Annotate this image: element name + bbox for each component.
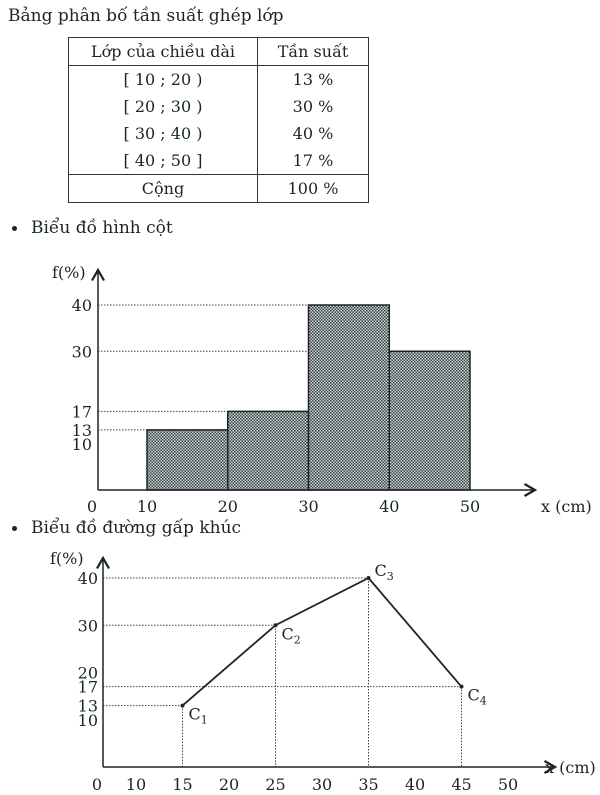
table-row: [ 10 ; 20 ) 13 % [68,65,369,93]
point-label: C3 [375,561,394,583]
point-label: C2 [282,624,301,646]
table-total-row: Cộng 100 % [68,174,369,203]
histogram-bar [146,429,229,491]
y-axis-label: f(%) [52,263,86,282]
polygon-line [181,576,463,707]
y-axis-label: f(%) [50,549,84,568]
x-tick-label: 40 [405,775,425,794]
x-tick-label: 20 [219,775,239,794]
point-label: C1 [189,705,208,727]
y-tick-label: 30 [78,616,98,635]
x-tick-label: 10 [137,497,157,516]
y-tick-label: 17 [72,402,92,421]
point-label-subscript: 2 [294,633,301,646]
table-row: [ 40 ; 50 ] 17 % [68,147,369,175]
total-label: Cộng [68,174,258,203]
frequency-cell: 40 % [257,120,369,147]
y-tick-label: 40 [72,296,92,315]
page-title: Bảng phân bố tần suất ghép lớp [8,6,284,26]
x-tick-label: 50 [460,497,480,516]
data-point [273,623,278,628]
x-tick-label: 0 [87,497,97,516]
table-row: [ 20 ; 30 ) 30 % [68,93,369,120]
data-point [459,684,464,689]
data-point [180,703,185,708]
frequency-table: Lớp của chiều dài Tần suất [ 10 ; 20 ) 13… [68,37,369,203]
y-tick-label: 20 [78,664,98,683]
x-axis-label: x (cm) [541,497,592,516]
x-tick-label: 20 [218,497,238,516]
y-tick-label: 13 [72,421,92,440]
class-cell: [ 10 ; 20 ) [68,65,258,93]
x-tick-label: 25 [265,775,285,794]
y-tick-label: 13 [78,697,98,716]
y-tick-label: 10 [78,711,98,730]
section-line-label: Biểu đồ đường gấp khúc [31,518,242,538]
x-tick-label: 50 [498,775,518,794]
y-tick-label: 30 [72,342,92,361]
point-label-subscript: 4 [480,695,487,708]
frequency-cell: 17 % [257,147,369,175]
frequency-cell: 13 % [257,65,369,93]
point-label-letter: C [375,561,387,580]
x-tick-label: 15 [172,775,192,794]
histogram-bar [388,350,471,491]
class-cell: [ 40 ; 50 ] [68,147,258,175]
point-label-letter: C [468,686,480,705]
section-bar-label: Biểu đồ hình cột [31,218,173,238]
y-tick-label: 40 [78,569,98,588]
x-tick-label: 10 [126,775,146,794]
section-line-heading: Biểu đồ đường gấp khúc [12,518,241,538]
x-tick-label: 30 [312,775,332,794]
section-bar-heading: Biểu đồ hình cột [12,218,173,238]
data-point [366,576,371,580]
point-label-letter: C [189,705,201,724]
bullet-icon [12,526,17,531]
y-tick-label: 10 [72,435,92,454]
point-label-subscript: 3 [387,570,394,583]
histogram-bar [227,410,310,491]
table-row: [ 30 ; 40 ) 40 % [68,120,369,147]
frequency-cell: 30 % [257,93,369,120]
x-tick-label: 0 [92,775,102,794]
x-tick-label: 40 [379,497,399,516]
bullet-icon [12,226,17,231]
header-frequency: Tần suất [257,37,369,66]
point-label-subscript: 1 [201,714,208,727]
y-tick-label: 17 [78,678,98,697]
total-value: 100 % [257,174,369,203]
point-label: C4 [468,686,487,708]
histogram-bar [307,304,390,491]
class-cell: [ 30 ; 40 ) [68,120,258,147]
x-tick-label: 30 [298,497,318,516]
header-class: Lớp của chiều dài [68,37,258,66]
x-tick-label: 35 [358,775,378,794]
table-header-row: Lớp của chiều dài Tần suất [68,37,369,66]
x-tick-label: 45 [451,775,471,794]
point-label-letter: C [282,624,294,643]
class-cell: [ 20 ; 30 ) [68,93,258,120]
x-axis-label: x (cm) [545,758,596,777]
